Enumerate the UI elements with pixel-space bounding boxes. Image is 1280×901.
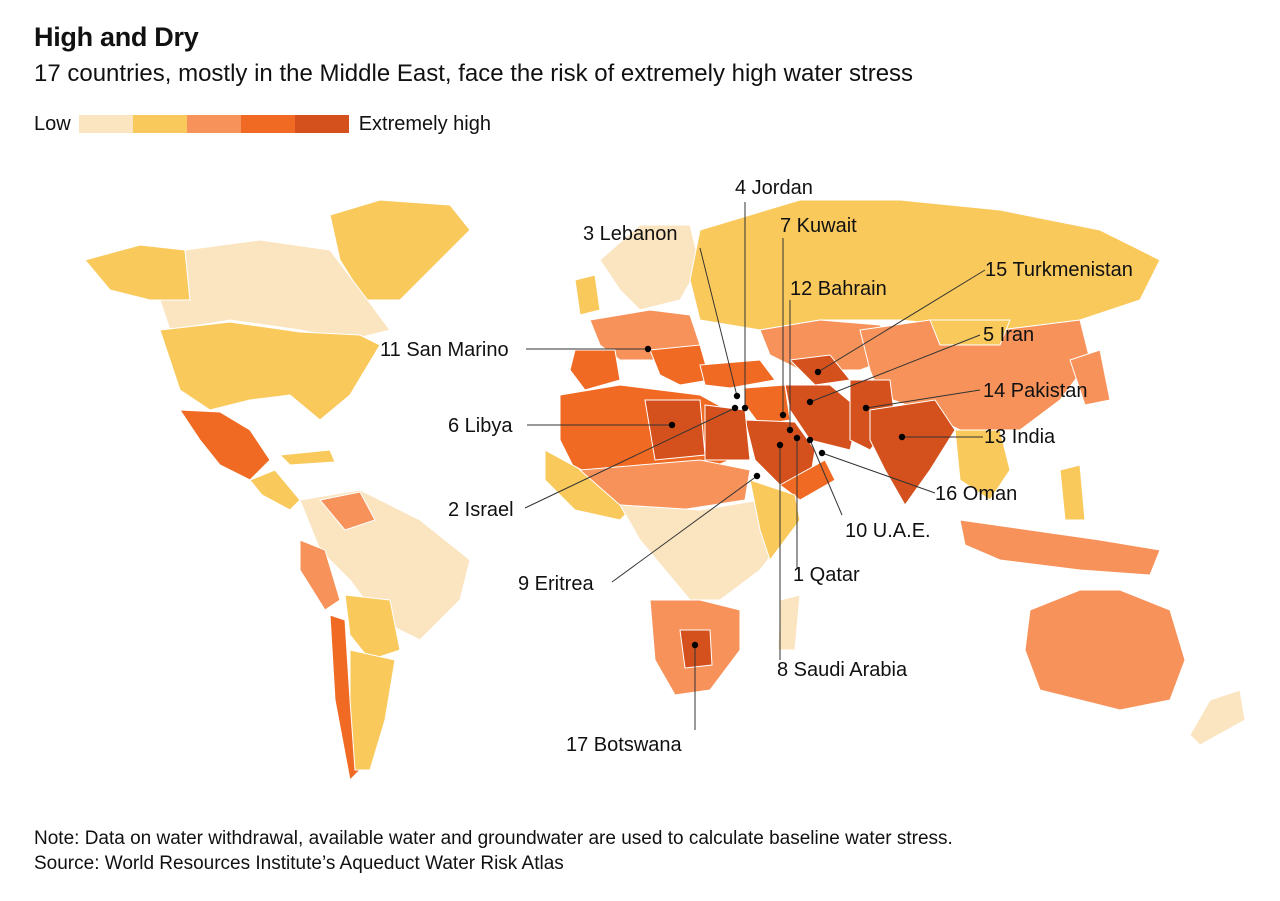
region-korea-japan	[1069, 349, 1111, 406]
label-turkmenistan: 15 Turkmenistan	[985, 259, 1133, 281]
region-peru	[299, 539, 341, 611]
color-legend: Low Extremely high	[34, 112, 491, 136]
region-venezuela	[319, 491, 376, 531]
region-australia	[1024, 589, 1186, 711]
label-uae: 10 U.A.E.	[845, 520, 931, 542]
region-madagascar	[777, 594, 801, 651]
leader-pakistan	[865, 389, 981, 409]
dot-qatar	[793, 434, 801, 442]
dot-pakistan	[862, 404, 870, 412]
leader-lebanon	[699, 247, 738, 397]
region-bolivia-paraguay	[344, 594, 401, 661]
label-oman: 16 Oman	[935, 483, 1017, 505]
dot-turkmenistan	[814, 368, 822, 376]
dot-uae	[806, 436, 814, 444]
region-libya	[644, 399, 706, 461]
region-botswana	[679, 629, 713, 669]
leader-turkmenistan	[817, 269, 986, 373]
leader-israel	[524, 407, 736, 509]
region-east-africa	[749, 479, 801, 562]
region-southeast-asia	[954, 429, 1011, 501]
footer-notes: Note: Data on water withdrawal, availabl…	[34, 826, 953, 876]
leader-uae	[809, 439, 843, 516]
leader-eritrea	[611, 475, 758, 583]
legend-swatch-low	[78, 115, 133, 133]
label-libya: 6 Libya	[448, 415, 513, 437]
region-mongolia	[929, 319, 1011, 346]
region-uk	[574, 274, 601, 316]
label-botswana: 17 Botswana	[566, 734, 683, 756]
region-central-america	[249, 469, 301, 511]
label-lebanon: 3 Lebanon	[583, 223, 678, 245]
label-iran: 5 Iran	[983, 324, 1034, 346]
label-jordan: 4 Jordan	[735, 177, 813, 199]
dot-kuwait	[779, 411, 787, 419]
dot-india	[898, 433, 906, 441]
dot-libya	[668, 421, 676, 429]
label-bahrain: 12 Bahrain	[790, 278, 887, 300]
region-iberia	[569, 349, 621, 391]
country-labels: 1 Qatar 2 Israel 3 Lebanon 4 Jordan 5 Ir…	[380, 177, 1133, 756]
label-san-marino: 11 San Marino	[380, 339, 509, 361]
chart-title: High and Dry	[34, 22, 199, 52]
dot-jordan	[741, 404, 749, 412]
region-italy-balkans	[649, 344, 711, 386]
label-israel: 2 Israel	[448, 499, 514, 521]
legend-low-label: Low	[34, 112, 71, 135]
dot-eritrea	[753, 472, 761, 480]
region-egypt	[704, 404, 751, 461]
region-philippines	[1059, 464, 1086, 521]
dot-iran	[806, 398, 814, 406]
dot-botswana	[691, 641, 699, 649]
region-india	[869, 399, 956, 506]
legend-swatch-medium-high	[186, 115, 241, 133]
region-turkey	[699, 359, 776, 389]
chart-subtitle: 17 countries, mostly in the Middle East,…	[34, 60, 914, 87]
source-line: Source: World Resources Institute’s Aque…	[34, 853, 564, 874]
label-india: 13 India	[984, 426, 1056, 448]
region-indonesia	[959, 519, 1161, 576]
region-greenland	[329, 199, 471, 301]
leader-oman	[821, 452, 936, 494]
label-eritrea: 9 Eritrea	[518, 573, 594, 595]
dot-lebanon	[733, 392, 741, 400]
region-usa	[159, 321, 381, 421]
land-shapes	[84, 199, 1246, 782]
legend-swatch-extremely-high	[294, 115, 349, 133]
legend-swatches	[78, 115, 349, 133]
legend-swatch-low-medium	[132, 115, 187, 133]
world-map: 1 Qatar 2 Israel 3 Lebanon 4 Jordan 5 Ir…	[84, 177, 1246, 782]
country-markers	[524, 202, 986, 730]
label-kuwait: 7 Kuwait	[780, 215, 857, 237]
dot-israel	[731, 404, 739, 412]
region-new-zealand	[1189, 689, 1246, 746]
dot-san-marino	[644, 345, 652, 353]
legend-swatch-high	[240, 115, 295, 133]
dot-bahrain	[786, 426, 794, 434]
region-argentina	[349, 649, 396, 771]
region-central-africa	[619, 499, 791, 601]
footnote: Note: Data on water withdrawal, availabl…	[34, 828, 953, 849]
region-alaska	[84, 244, 191, 301]
label-qatar: 1 Qatar	[793, 564, 860, 586]
region-mexico	[179, 409, 271, 481]
label-saudi-arabia: 8 Saudi Arabia	[777, 659, 908, 681]
dot-oman	[818, 449, 826, 457]
region-caribbean	[278, 449, 336, 466]
leader-iran	[809, 334, 981, 403]
region-scandinavia	[599, 224, 701, 311]
legend-high-label: Extremely high	[358, 112, 491, 135]
label-pakistan: 14 Pakistan	[983, 380, 1088, 402]
dot-saudi-arabia	[776, 441, 784, 449]
